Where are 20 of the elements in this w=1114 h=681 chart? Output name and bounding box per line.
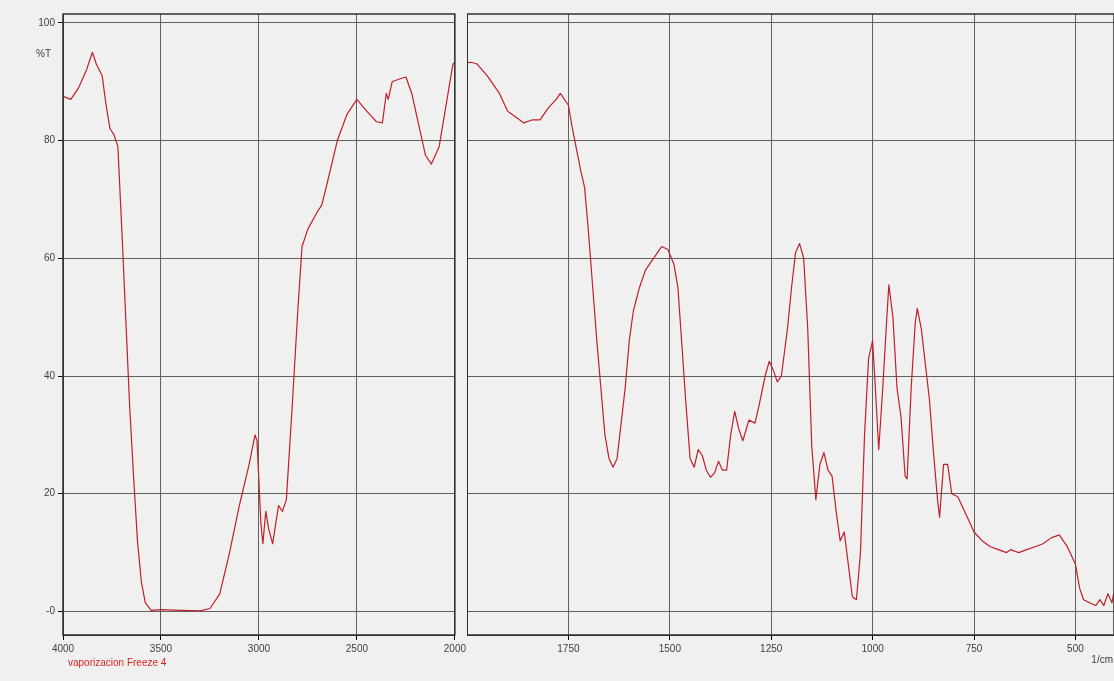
x-tick-label: 3000 [247, 642, 271, 654]
x-tick-label: 1000 [861, 642, 885, 654]
y-tick-label: 100 [38, 16, 56, 28]
x-tick-label: 4000 [51, 642, 75, 654]
x-axis-title: 1/cm [1091, 653, 1113, 665]
x-tick-label: 750 [965, 642, 983, 654]
x-tick-label: 1750 [557, 642, 580, 654]
x-tick-label: 1250 [760, 642, 783, 654]
y-tick-label: 60 [43, 252, 56, 264]
x-tick-label: 500 [1067, 642, 1085, 654]
y-tick-label: 80 [43, 134, 56, 146]
y-tick-label: 40 [43, 369, 56, 381]
y-tick-label: -0 [46, 605, 56, 617]
y-tick-label: 20 [43, 487, 56, 499]
x-tick-label: 2500 [345, 642, 369, 654]
y-axis-title: %T [36, 47, 51, 59]
x-tick-label: 3500 [149, 642, 173, 654]
x-tick-label: 2000 [443, 642, 467, 654]
text: vaporizacion Freeze 4 [68, 656, 167, 668]
x-tick-label: 1500 [658, 642, 682, 654]
